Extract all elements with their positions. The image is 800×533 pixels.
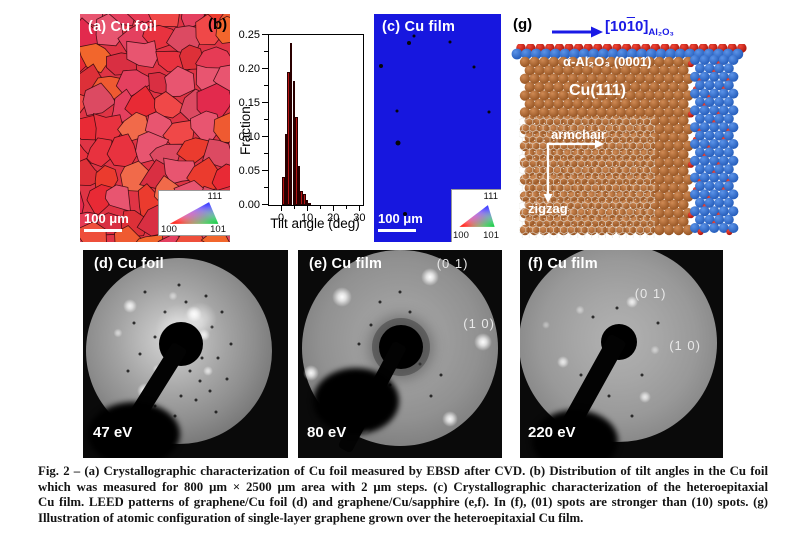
armchair-label: armchair: [551, 127, 606, 142]
spot-10-label: (1 0): [463, 315, 495, 331]
panel-f-label: (f) Cu film: [528, 256, 598, 272]
panel-g-atomic-model: (g) [1010]Al₂O₃ α-Al₂O₃ (0001) Cu(111) a…: [505, 10, 798, 242]
atom-lattice-graphic: [511, 44, 747, 238]
sapphire-direction-label: [1010]Al₂O₃: [605, 18, 674, 38]
panel-a-ebsd-cu-foil: (a) Cu foil 100 μm 111 100 101: [80, 14, 230, 242]
panel-c-ebsd-cu-film: (c) Cu film 100 μm 111 100 101: [374, 14, 501, 242]
panel-c-scalebar-label: 100 μm: [378, 211, 423, 226]
panel-f-leed-cu-film: (f) Cu film (0 1) (1 0) 220 eV: [520, 250, 723, 458]
panel-c-ipf-color-key: 111 100 101: [452, 190, 501, 242]
beam-energy-label: 47 eV: [93, 424, 133, 441]
panel-b-histogram: (b) Fraction Tilt angle (deg) 0 10 20 30 0.0…: [208, 10, 388, 242]
panel-c-label: (c) Cu film: [382, 19, 456, 35]
panel-a-scalebar-label: 100 μm: [84, 211, 129, 226]
tilt-histogram-plot: [268, 34, 364, 206]
ipf-100-label: 100: [161, 224, 177, 235]
ipf-111-label: 111: [207, 191, 222, 202]
cu-111-label: Cu(111): [569, 82, 626, 99]
panel-a-label: (a) Cu foil: [88, 19, 158, 35]
zigzag-label: zigzag: [528, 201, 568, 216]
spot-10-label: (1 0): [669, 338, 701, 354]
panel-d-leed-cu-foil: (d) Cu foil 47 eV: [83, 250, 288, 458]
direction-arrow-icon: [552, 26, 603, 38]
beam-energy-label: 220 eV: [528, 424, 576, 441]
ipf-100-label: 100: [453, 230, 469, 241]
panel-b-label: (b): [208, 16, 228, 33]
ebsd-grain-map: [80, 14, 230, 242]
beam-energy-label: 80 eV: [307, 424, 347, 441]
caption-line: Illustration of atomic configuration of …: [38, 510, 584, 525]
caption-line: which was measured for 800 μm × 2500 μm …: [38, 479, 768, 494]
gun-holder-shadow: [313, 368, 399, 434]
spot-01-label: (0 1): [634, 286, 667, 302]
panel-a-scalebar: [84, 229, 122, 232]
ipf-triangle: [169, 202, 219, 224]
spot-01-label: (0 1): [436, 256, 469, 272]
ipf-101-label: 101: [210, 224, 226, 235]
panel-d-label: (d) Cu foil: [94, 256, 164, 272]
x-axis-label: Tilt angle (deg): [270, 216, 360, 231]
caption-line: Fig. 2 – (a) Crystallographic characteri…: [38, 464, 768, 478]
figure-caption: Fig. 2 – (a) Crystallographic characteri…: [38, 464, 768, 526]
ipf-101-label: 101: [483, 230, 499, 241]
panel-e-label: (e) Cu film: [309, 256, 383, 272]
panel-c-scalebar: [378, 229, 416, 232]
sapphire-plane-label: α-Al₂O₃ (0001): [563, 54, 652, 69]
caption-line: Cu film. LEED patterns of graphene/Cu fo…: [38, 495, 768, 510]
gun-holder-shadow: [88, 402, 180, 458]
panel-e-leed-cu-film: (e) Cu film (0 1) (1 0) 80 eV: [298, 250, 502, 458]
ipf-111-label: 111: [483, 191, 498, 202]
panel-a-ipf-color-key: 111 100 101: [159, 191, 230, 235]
panel-g-label: (g): [513, 16, 533, 33]
gun-holder-shadow: [532, 410, 618, 458]
ipf-triangle: [459, 205, 495, 227]
